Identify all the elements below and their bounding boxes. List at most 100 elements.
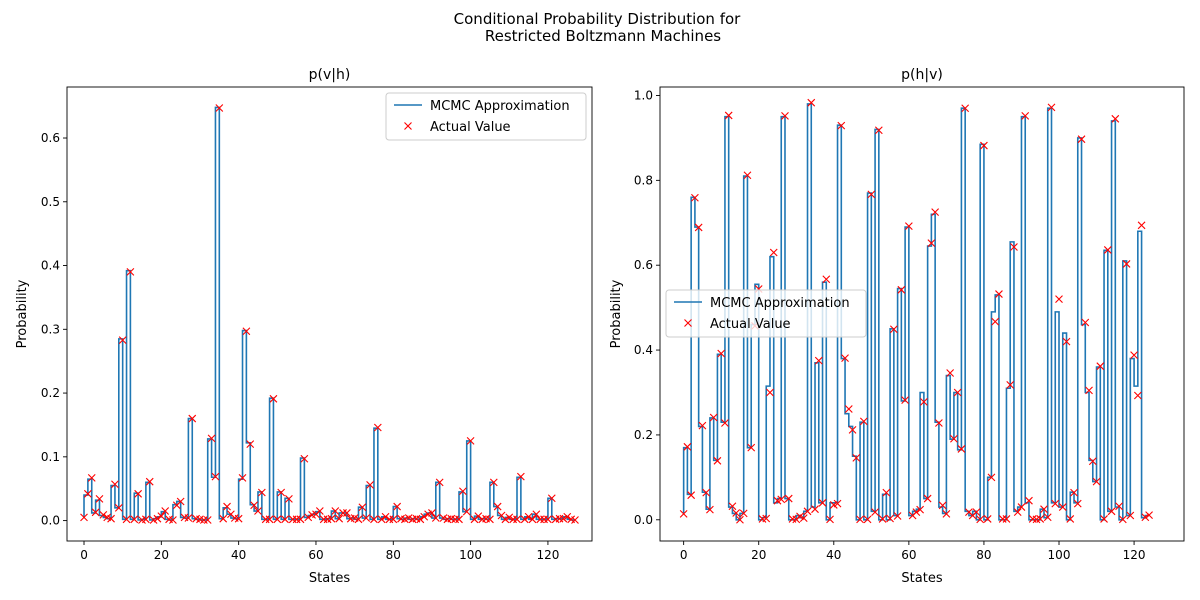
actual-value-marker xyxy=(327,514,336,523)
actual-value-marker xyxy=(863,515,872,524)
axes-frame xyxy=(66,86,593,542)
actual-value-marker xyxy=(261,515,270,524)
actual-value-marker xyxy=(743,171,752,180)
actual-value-marker xyxy=(736,515,744,524)
actual-value-marker xyxy=(1017,503,1026,511)
x-tick-label: 20 xyxy=(154,548,169,562)
actual-value-marker xyxy=(559,514,568,523)
actual-value-marker xyxy=(223,502,231,511)
actual-value-marker xyxy=(393,502,402,511)
actual-value-marker xyxy=(219,514,228,523)
actual-value-marker xyxy=(826,515,834,524)
actual-value-marker xyxy=(544,515,552,524)
actual-value-marker xyxy=(435,478,444,487)
actual-value-marker xyxy=(246,440,255,448)
legend-label-mcmc: MCMC Approximation xyxy=(710,296,850,311)
actual-value-marker xyxy=(362,514,371,522)
actual-value-marker xyxy=(547,494,556,503)
actual-value-marker xyxy=(822,275,831,284)
actual-value-marker xyxy=(153,514,162,523)
y-tick-label: 0.4 xyxy=(634,343,653,357)
actual-value-marker xyxy=(998,515,1007,523)
actual-value-marker xyxy=(841,354,849,363)
actual-value-marker xyxy=(455,515,463,524)
actual-value-marker xyxy=(370,515,378,524)
actual-value-marker xyxy=(1058,503,1067,511)
actual-value-marker xyxy=(532,510,541,519)
actual-value-marker xyxy=(781,111,789,120)
suptitle-line-1: Conditional Probability Distribution for xyxy=(454,10,742,28)
actual-value-marker xyxy=(250,501,259,510)
actual-value-marker xyxy=(118,336,127,345)
actual-value-marker xyxy=(844,405,853,413)
actual-value-marker xyxy=(211,472,220,481)
actual-value-marker xyxy=(762,514,771,523)
actual-value-marker xyxy=(524,512,533,521)
actual-value-marker xyxy=(739,509,748,518)
actual-value-marker xyxy=(1070,488,1078,497)
actual-value-marker xyxy=(938,501,947,510)
actual-value-marker xyxy=(1010,243,1018,251)
actual-value-marker xyxy=(199,516,208,524)
actual-value-marker xyxy=(946,369,955,377)
actual-value-marker xyxy=(679,509,688,518)
actual-value-marker xyxy=(358,503,367,512)
actual-value-marker xyxy=(871,508,879,517)
actual-value-marker xyxy=(203,516,212,524)
actual-value-marker xyxy=(141,515,150,524)
y-tick-label: 0.4 xyxy=(41,259,60,273)
actual-value-marker xyxy=(1103,246,1112,254)
actual-value-marker xyxy=(1013,508,1022,517)
actual-value-marker xyxy=(953,388,962,397)
actual-value-marker xyxy=(281,515,289,524)
x-tick-label: 40 xyxy=(826,548,841,562)
actual-value-marker xyxy=(288,515,297,524)
y-tick-label: 0.0 xyxy=(634,513,653,527)
actual-value-marker xyxy=(889,325,898,334)
actual-value-marker xyxy=(747,443,756,452)
actual-value-marker xyxy=(687,491,696,500)
actual-value-marker xyxy=(706,505,714,514)
actual-value-marker xyxy=(501,515,510,524)
actual-value-marker xyxy=(957,445,966,453)
actual-value-marker xyxy=(1055,295,1063,304)
x-tick-label: 60 xyxy=(901,548,916,562)
actual-value-marker xyxy=(1036,515,1045,523)
y-tick-label: 0.6 xyxy=(41,131,60,145)
actual-value-marker xyxy=(837,121,846,130)
actual-value-marker xyxy=(1085,386,1093,395)
actual-value-marker xyxy=(694,223,703,232)
x-axis-label: States xyxy=(901,571,942,586)
actual-value-marker xyxy=(818,498,827,507)
actual-value-marker xyxy=(950,434,958,443)
legend: MCMC Approximation Actual Value xyxy=(665,289,867,338)
actual-value-marker xyxy=(784,494,793,503)
actual-value-marker xyxy=(269,394,278,403)
actual-value-marker xyxy=(796,512,804,521)
actual-value-marker xyxy=(721,419,729,427)
actual-value-marker xyxy=(431,514,440,522)
actual-value-marker xyxy=(1066,515,1075,523)
y-tick-label: 0.6 xyxy=(634,258,653,272)
actual-value-marker xyxy=(1081,318,1090,327)
actual-value-marker xyxy=(1088,457,1097,466)
actual-value-marker xyxy=(923,494,932,503)
actual-value-marker xyxy=(540,515,548,524)
actual-value-marker xyxy=(234,514,243,523)
actual-value-marker xyxy=(130,515,139,524)
x-tick-label: 80 xyxy=(386,548,401,562)
actual-value-marker xyxy=(1096,362,1105,371)
actual-value-marker xyxy=(292,515,301,524)
actual-value-marker xyxy=(304,513,313,522)
actual-value-marker xyxy=(709,413,718,422)
actual-value-marker xyxy=(942,509,951,518)
y-tick-label: 0.8 xyxy=(634,173,653,187)
actual-value-marker xyxy=(702,488,711,497)
actual-value-marker xyxy=(1043,513,1052,522)
actual-value-marker xyxy=(335,514,344,523)
series-mcmc-step-line xyxy=(682,103,1150,521)
x-tick-label: 60 xyxy=(308,548,323,562)
actual-value-marker xyxy=(536,515,545,524)
actual-value-marker xyxy=(528,515,537,524)
actual-value-marker xyxy=(277,488,286,497)
